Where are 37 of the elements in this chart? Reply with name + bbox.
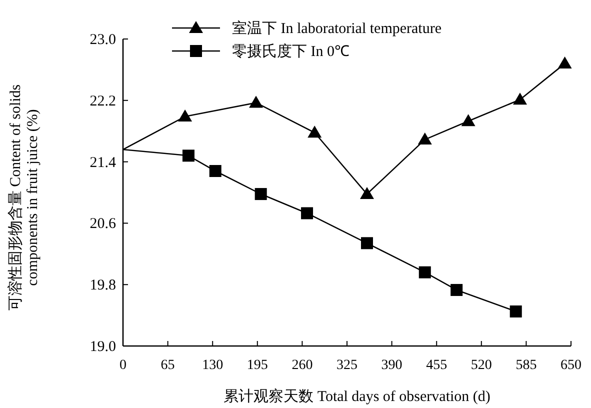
point [308, 126, 322, 138]
y-tick-label: 21.4 [90, 154, 116, 171]
point [510, 305, 522, 318]
y-tick-label: 19.8 [90, 278, 116, 294]
x-tick-label: 650 [560, 358, 582, 373]
y-tick-label: 23.0 [90, 32, 116, 48]
point [418, 266, 431, 278]
point [558, 56, 572, 69]
x-tick-label: 195 [246, 358, 268, 373]
point [182, 150, 194, 162]
point [301, 207, 314, 220]
point [418, 132, 432, 145]
y-tick-label: 19.0 [90, 339, 116, 355]
x-tick-label: 130 [202, 358, 224, 373]
legend-label: 室温下 In laboratorial temperature [232, 20, 442, 37]
point [450, 284, 463, 296]
x-tick-label: 260 [292, 358, 313, 373]
x-tick-label: 455 [426, 358, 448, 373]
point [254, 188, 267, 200]
x-tick-label: 520 [470, 358, 492, 373]
x-axis-title: 累计观察天数 Total days of observation (d) [224, 388, 490, 405]
point [461, 114, 476, 126]
point [209, 165, 222, 178]
y-tick-label: 20.6 [90, 216, 116, 232]
point [249, 96, 264, 108]
point [178, 110, 192, 122]
x-tick-label: 0 [120, 358, 126, 373]
legend-label: 零摄氏度下 In 0℃ [232, 43, 350, 60]
y-tick-label: 22.2 [90, 93, 116, 110]
y-axis-title: 可溶性固形物含量 Content of solids components in fruit juice (%) [7, 84, 41, 311]
point [360, 187, 374, 200]
point [360, 237, 373, 250]
x-tick-label: 585 [516, 358, 537, 373]
x-tick-label: 325 [336, 358, 358, 373]
point [512, 92, 527, 105]
x-tick-label: 390 [381, 358, 402, 373]
x-tick-label: 65 [160, 358, 175, 373]
